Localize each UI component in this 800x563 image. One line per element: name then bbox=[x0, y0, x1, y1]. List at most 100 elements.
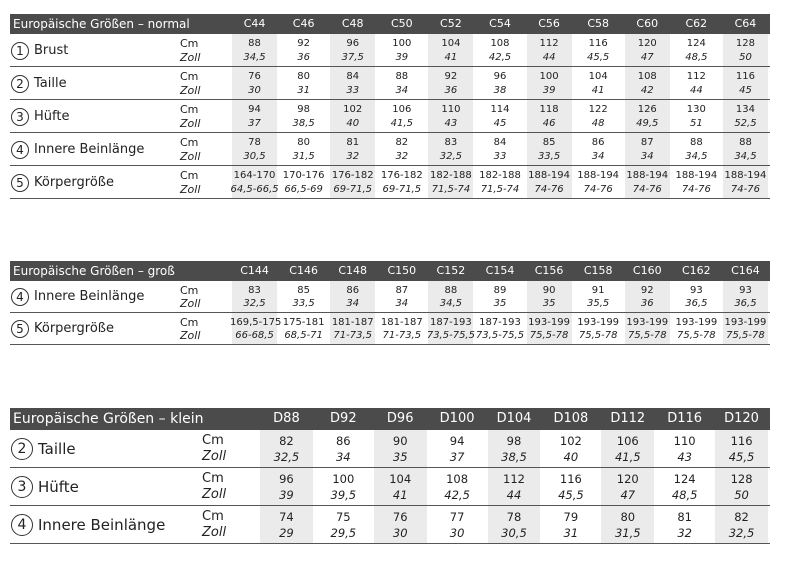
cm-value: 84 bbox=[493, 137, 507, 148]
cm-value: 176-182 bbox=[331, 170, 374, 181]
cm-value: 114 bbox=[490, 104, 510, 115]
cm-value: 96 bbox=[493, 71, 507, 82]
zoll-value: 75,5-78 bbox=[627, 330, 667, 341]
cm-value: 94 bbox=[248, 104, 261, 115]
zoll-value: 34,5 bbox=[243, 51, 266, 63]
zoll-value: 52,5 bbox=[734, 117, 757, 129]
zoll-value: 48 bbox=[591, 117, 605, 129]
zoll-value: 44 bbox=[689, 84, 703, 96]
column-header: C150 bbox=[387, 264, 417, 277]
column-header: C156 bbox=[534, 264, 564, 277]
zoll-value: 39,5 bbox=[330, 488, 357, 502]
zoll-value: 32 bbox=[677, 526, 692, 540]
cm-value: 100 bbox=[332, 472, 355, 486]
column-header: C46 bbox=[292, 17, 315, 30]
zoll-value: 33,5 bbox=[292, 298, 315, 309]
cm-value: 169,5-175 bbox=[230, 317, 282, 328]
zoll-value: 75,5-78 bbox=[677, 330, 716, 341]
cm-value: 98 bbox=[506, 434, 522, 448]
row-label: Hüfte bbox=[34, 109, 70, 124]
zoll-value: 45,5 bbox=[728, 450, 755, 464]
zoll-value: 66,5-69 bbox=[284, 183, 323, 195]
zoll-value: 75,5-78 bbox=[726, 330, 765, 341]
unit-cm: Cm bbox=[180, 103, 199, 116]
column-header: C56 bbox=[538, 17, 560, 30]
row-separator bbox=[10, 66, 770, 67]
zoll-value: 43 bbox=[444, 117, 458, 129]
zoll-value: 34 bbox=[395, 84, 409, 96]
cm-value: 120 bbox=[616, 472, 639, 486]
cm-value: 86 bbox=[591, 137, 605, 148]
zoll-value: 74-76 bbox=[583, 183, 613, 195]
column-shade bbox=[232, 34, 278, 199]
cm-value: 81 bbox=[677, 510, 692, 524]
cm-value: 128 bbox=[735, 38, 755, 49]
cm-value: 182-188 bbox=[479, 170, 521, 181]
row-number: 2 bbox=[11, 438, 33, 460]
cm-value: 106 bbox=[616, 434, 639, 448]
cm-value: 90 bbox=[542, 285, 556, 296]
unit-cm: Cm bbox=[180, 136, 199, 149]
cm-value: 82 bbox=[734, 510, 749, 524]
zoll-value: 71,5-74 bbox=[480, 183, 520, 195]
cm-value: 80 bbox=[620, 510, 636, 524]
cm-value: 100 bbox=[392, 38, 412, 49]
zoll-value: 69-71,5 bbox=[382, 183, 422, 195]
row-number: 3 bbox=[11, 476, 33, 498]
zoll-value: 41 bbox=[591, 84, 605, 96]
cm-value: 75 bbox=[335, 510, 351, 524]
cm-value: 116 bbox=[730, 434, 753, 448]
cm-value: 100 bbox=[539, 71, 559, 82]
row-label: Innere Beinlänge bbox=[38, 516, 166, 534]
cm-value: 122 bbox=[588, 104, 608, 115]
cm-value: 104 bbox=[389, 472, 412, 486]
unit-cm: Cm bbox=[202, 509, 224, 524]
cm-value: 85 bbox=[542, 137, 556, 148]
zoll-value: 36 bbox=[297, 51, 310, 63]
row-label: Hüfte bbox=[38, 478, 79, 496]
row-label: Innere Beinlänge bbox=[34, 289, 145, 304]
column-header: C158 bbox=[583, 264, 613, 277]
column-shade bbox=[624, 281, 670, 345]
zoll-value: 48,5 bbox=[685, 51, 708, 63]
zoll-value: 41,5 bbox=[614, 450, 641, 464]
cm-value: 106 bbox=[392, 104, 412, 115]
cm-value: 118 bbox=[539, 104, 559, 115]
cm-value: 124 bbox=[673, 472, 696, 486]
cm-value: 175-181 bbox=[282, 317, 325, 328]
cm-value: 89 bbox=[493, 285, 507, 296]
cm-value: 188-194 bbox=[675, 170, 718, 181]
unit-zoll: Zoll bbox=[180, 297, 201, 310]
size-table: Europäische Größen – normal C44 C46 C48 C50 C… bbox=[10, 14, 770, 199]
zoll-value: 34 bbox=[640, 150, 654, 162]
row-separator bbox=[10, 467, 770, 468]
cm-value: 108 bbox=[637, 71, 657, 82]
zoll-value: 35 bbox=[542, 298, 556, 309]
cm-value: 188-194 bbox=[577, 170, 620, 181]
cm-value: 80 bbox=[297, 71, 310, 82]
row-label: Körpergröße bbox=[34, 175, 114, 190]
cm-value: 124 bbox=[686, 38, 706, 49]
cm-value: 93 bbox=[689, 285, 703, 296]
table-header: Europäische Größen – groß C144 C146 C148 C15… bbox=[10, 261, 770, 281]
zoll-value: 73,5-75,5 bbox=[475, 330, 525, 341]
cm-value: 116 bbox=[735, 71, 755, 82]
column-header: C154 bbox=[485, 264, 515, 277]
row-separator bbox=[10, 198, 770, 199]
unit-cm: Cm bbox=[180, 284, 199, 297]
cm-value: 102 bbox=[559, 434, 582, 448]
column-header: C64 bbox=[734, 17, 757, 30]
row-number: 3 bbox=[11, 107, 29, 126]
column-header: D92 bbox=[330, 411, 357, 426]
zoll-value: 47 bbox=[620, 488, 636, 502]
column-header: C44 bbox=[243, 17, 266, 30]
zoll-value: 30 bbox=[248, 84, 261, 96]
cm-value: 91 bbox=[591, 285, 605, 296]
cm-value: 112 bbox=[686, 71, 706, 82]
column-header: C50 bbox=[390, 17, 413, 30]
zoll-value: 36,5 bbox=[685, 298, 708, 309]
cm-value: 92 bbox=[444, 71, 458, 82]
unit-zoll: Zoll bbox=[180, 182, 201, 196]
column-shade bbox=[722, 34, 768, 199]
unit-cm: Cm bbox=[180, 70, 199, 83]
